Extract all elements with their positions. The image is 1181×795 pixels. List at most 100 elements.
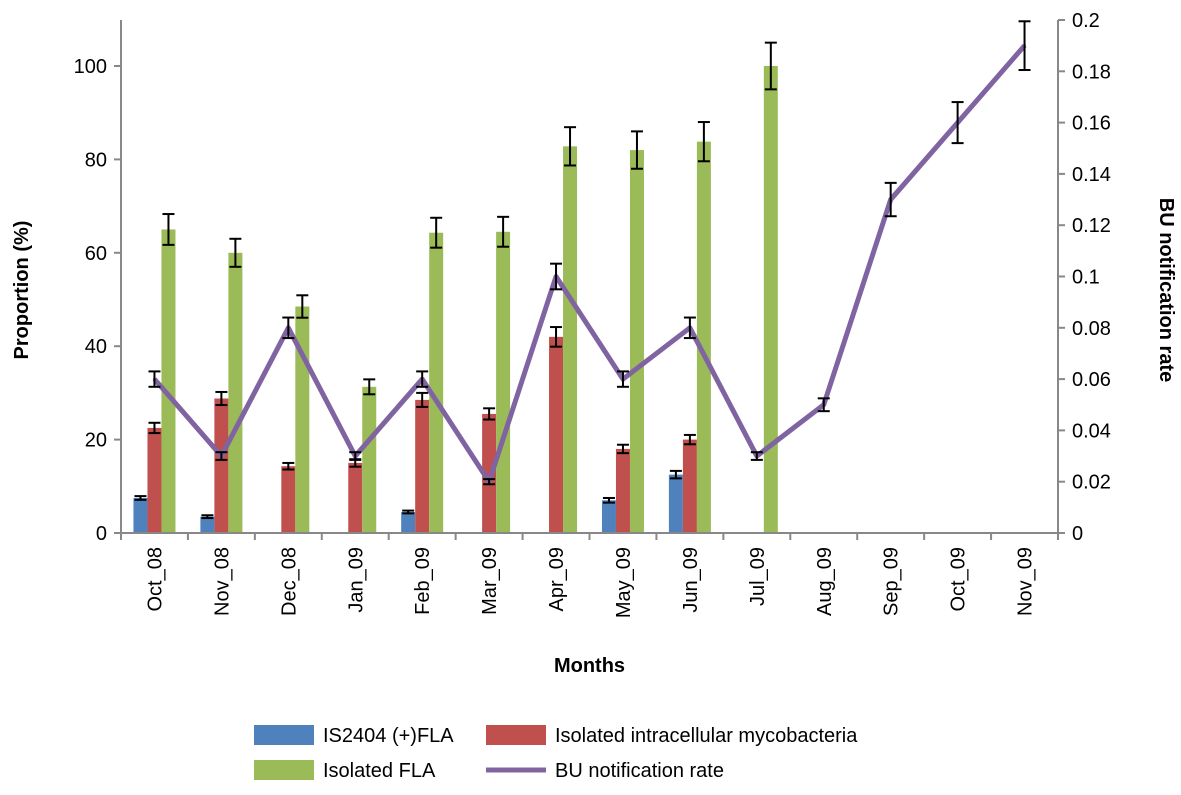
y2-tick-label-0.08: 0.08	[1072, 318, 1111, 340]
y-tick-label-100: 100	[74, 56, 107, 78]
line-error-Oct_09	[951, 101, 964, 145]
bar-error-2-Oct_08	[162, 213, 175, 246]
line-error-Jun_09	[683, 316, 696, 340]
x-tick-label-Jan_09: Jan_09	[345, 547, 367, 613]
bar-2-Mar_09	[496, 231, 511, 533]
y2-tick-label-0.12: 0.12	[1072, 215, 1111, 237]
line-error-Jan_09	[349, 451, 362, 461]
y-axis-title: Proportion (%)	[11, 221, 33, 360]
bar-error-2-Dec_08	[296, 294, 309, 319]
x-tick-label-Sep_09: Sep_09	[881, 547, 903, 616]
labels-layer: 0 20 40 60 80 100 0 0.02 0.04 0.06 0.08 0.1 0.12 0.14…	[11, 10, 1177, 677]
x-tick-label-Jun_09: Jun_09	[680, 547, 702, 613]
bar-error-0-May_09	[602, 496, 615, 504]
line-error-Oct_08	[148, 370, 161, 388]
legend-label-1: Isolated intracellular mycobacteria	[555, 725, 858, 747]
legend-label-2: Isolated FLA	[323, 760, 436, 782]
bar-2-May_09	[629, 150, 644, 533]
bar-error-2-Jan_09	[363, 378, 376, 396]
bar-error-2-May_09	[630, 130, 643, 170]
x-tick-label-Oct_09: Oct_09	[948, 547, 970, 611]
bar-0-Nov_08	[200, 516, 215, 533]
y-tick-label-20: 20	[85, 430, 107, 452]
bar-1-Mar_09	[482, 413, 497, 533]
x-tick-label-Jul_09: Jul_09	[747, 547, 769, 606]
legend-swatch-2	[254, 760, 314, 780]
x-tick-label-May_09: May_09	[613, 547, 635, 618]
y2-axis-title: BU notification rate	[1155, 198, 1177, 382]
y2-tick-label-0.16: 0.16	[1072, 113, 1111, 135]
x-tick-label-Apr_09: Apr_09	[546, 547, 568, 612]
y2-tick-label-0.18: 0.18	[1072, 61, 1111, 83]
bar-2-Nov_08	[228, 252, 243, 534]
line-error-May_09	[616, 370, 629, 388]
bar-1-Jun_09	[682, 439, 697, 533]
bar-1-May_09	[615, 448, 630, 533]
legend-item-1: Isolated intracellular mycobacteria	[486, 725, 858, 747]
x-tick-label-Aug_09: Aug_09	[814, 547, 836, 616]
bar-error-1-Dec_08	[282, 461, 295, 471]
x-tick-label-Feb_09: Feb_09	[412, 547, 434, 615]
bar-1-Dec_08	[281, 466, 296, 533]
y2-tick-label-0.04: 0.04	[1072, 420, 1111, 442]
bar-error-1-Feb_09	[416, 391, 429, 408]
legend-item-2: Isolated FLA	[254, 760, 436, 782]
line-error-Apr_09	[550, 262, 563, 291]
line-series-0	[152, 44, 1027, 485]
line-error-Nov_09	[1018, 20, 1031, 72]
legend-swatch-0	[254, 725, 314, 745]
y2-tick-label-0.1: 0.1	[1072, 267, 1100, 289]
bar-1-Jan_09	[348, 462, 363, 533]
x-tick-label-Nov_09: Nov_09	[1015, 547, 1037, 616]
y2-tick-label-0: 0	[1072, 523, 1083, 545]
bar-error-1-May_09	[616, 443, 629, 455]
bar-error-2-Jun_09	[697, 121, 710, 163]
bar-error-2-Mar_09	[497, 215, 510, 248]
bar-2-Jun_09	[696, 141, 711, 534]
bar-error-0-Feb_09	[402, 509, 415, 515]
y2-tick-label-0.2: 0.2	[1072, 10, 1100, 32]
legend: IS2404 (+)FLA Isolated intracellular myco…	[254, 725, 858, 782]
line-error-Feb_09	[416, 370, 429, 388]
line-error-Mar_09	[483, 478, 496, 486]
line-error-Aug_09	[817, 397, 830, 413]
bar-error-1-Apr_09	[550, 326, 563, 348]
x-tick-label-Dec_08: Dec_08	[278, 547, 300, 616]
bar-error-0-Nov_08	[201, 514, 214, 520]
bar-error-1-Jun_09	[683, 433, 696, 446]
line-error-Jul_09	[750, 451, 763, 461]
line-layer	[152, 44, 1027, 485]
x-tick-label-Nov_08: Nov_08	[211, 547, 233, 616]
line-error-Dec_08	[282, 316, 295, 340]
x-tick-label-Oct_08: Oct_08	[144, 547, 166, 611]
legend-item-3: BU notification rate	[486, 760, 724, 782]
bar-0-Oct_08	[133, 497, 148, 533]
bar-0-Feb_09	[401, 511, 416, 533]
bar-error-2-Apr_09	[564, 126, 577, 167]
bar-error-0-Oct_08	[134, 495, 147, 501]
bar-2-Oct_08	[161, 229, 176, 533]
bar-1-Nov_08	[214, 398, 229, 533]
error-bars-layer	[134, 20, 1031, 534]
y-tick-label-60: 60	[85, 243, 107, 265]
y2-tick-label-0.02: 0.02	[1072, 472, 1111, 494]
bar-2-Jul_09	[763, 66, 778, 533]
bar-error-1-Oct_08	[148, 421, 161, 435]
y-tick-label-80: 80	[85, 149, 107, 171]
x-axis-title: Months	[554, 655, 625, 677]
bar-2-Feb_09	[429, 232, 444, 533]
bar-error-2-Feb_09	[430, 216, 443, 249]
bar-1-Apr_09	[549, 336, 564, 533]
bars-layer	[133, 66, 778, 534]
bar-1-Feb_09	[415, 399, 430, 533]
bar-2-Apr_09	[563, 146, 578, 533]
legend-swatch-1	[486, 725, 546, 745]
line-error-Sep_09	[884, 181, 897, 218]
bar-1-Oct_08	[147, 427, 162, 533]
axes-layer	[114, 19, 1065, 540]
legend-item-0: IS2404 (+)FLA	[254, 725, 454, 747]
y-tick-label-0: 0	[96, 523, 107, 545]
x-tick-label-Mar_09: Mar_09	[479, 547, 501, 615]
